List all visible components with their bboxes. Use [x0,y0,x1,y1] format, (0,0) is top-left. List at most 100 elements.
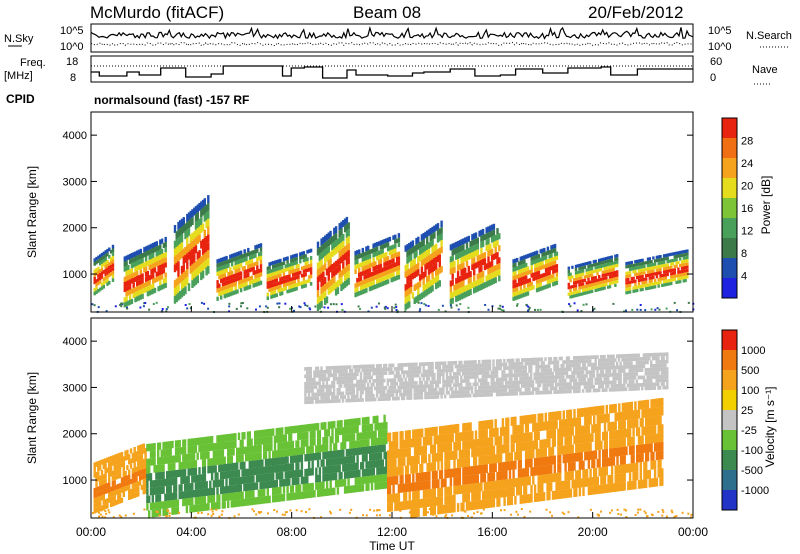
echo-cell [666,253,669,257]
echo-cell [492,271,496,278]
echo-cell [318,302,321,310]
echo-cell [591,433,594,442]
echo-cell [201,459,205,467]
echo-cell [374,284,377,289]
echo-cell [241,254,245,259]
echo-cell [417,301,420,304]
echo-cell [610,421,614,431]
echo-cell [455,450,458,460]
echo-cell [159,249,162,255]
cpid-label: CPID [6,92,35,106]
echo-cell [415,499,418,509]
echo-cell [221,434,225,442]
echo-cell [637,282,641,286]
echo-cell [641,274,644,279]
echo-cell [464,475,467,485]
colorbar-tick-label: 4 [741,271,747,283]
echo-cell [596,265,599,269]
echo-cell [422,284,425,292]
echo-cell [422,258,425,266]
echo-cell [237,454,241,463]
echo-cell [230,433,233,441]
echo-cell [526,467,530,477]
echo-cell [532,475,535,485]
echo-cell [381,253,384,259]
echo-cell [106,457,109,463]
echo-cell [612,264,615,268]
echo-cell [596,458,599,468]
echo-cell [139,253,142,259]
echo-cell [256,248,259,253]
echo-cell [616,473,619,483]
echo-cell [562,454,565,464]
echo-cell [113,470,116,476]
echo-cell [212,450,216,458]
echo-cell [534,259,537,264]
echo-cell [318,254,321,261]
echo-cell [131,488,135,494]
echo-cell [247,260,250,265]
echo-cell [548,412,551,422]
echo-cell [272,495,275,503]
echo-cell [189,438,192,446]
echo-cell [225,280,228,286]
echo-cell [496,445,499,455]
echo-cell [514,495,517,505]
echo-cell [227,292,230,297]
echo-cell [650,269,653,273]
echo-cell [585,287,588,292]
echo-cell [589,468,592,478]
echo-cell [130,298,134,304]
echo-cell [446,434,449,443]
echo-cell [492,235,496,242]
echo-cell [686,275,689,279]
echo-cell [394,449,397,459]
echo-cell [365,416,368,425]
echo-cell [492,498,496,508]
echo-cell [379,268,383,273]
echo-cell [438,254,441,261]
echo-cell [438,435,442,444]
echo-cell [584,478,587,487]
echo-cell [148,280,151,286]
echo-cell [284,449,287,457]
echo-cell [646,267,650,271]
echo-cell [557,472,560,482]
echo-cell [370,475,374,483]
echo-cell [113,475,116,481]
echo-cell [546,279,550,285]
echo-cell [388,459,392,468]
echo-cell [471,439,474,449]
echo-cell [201,451,205,460]
echo-cell [300,251,304,256]
echo-cell [302,446,305,455]
echo-cell [481,473,485,483]
echo-cell [299,252,302,256]
echo-cell [352,440,356,449]
echo-cell [229,292,232,297]
echo-cell [218,435,221,443]
echo-cell [180,289,184,298]
echo-cell [523,263,526,268]
echo-cell [408,294,411,302]
echo-cell [349,448,352,456]
echo-cell [578,293,581,297]
echo-cell [282,434,286,442]
echo-cell [385,481,388,489]
echo-cell [273,286,277,291]
echo-cell [517,424,521,434]
echo-cell [607,259,610,263]
echo-cell [603,276,606,280]
echo-cell [273,435,277,443]
echo-cell [95,286,98,291]
echo-cell [467,466,470,476]
echo-cell [523,477,526,486]
echo-cell [431,252,434,260]
echo-cell [484,304,487,306]
echo-cell [424,231,427,239]
echo-cell [270,428,273,437]
echo-cell [630,264,633,268]
echo-cell [311,482,314,491]
echo-cell [228,456,232,464]
echo-cell [351,470,354,478]
